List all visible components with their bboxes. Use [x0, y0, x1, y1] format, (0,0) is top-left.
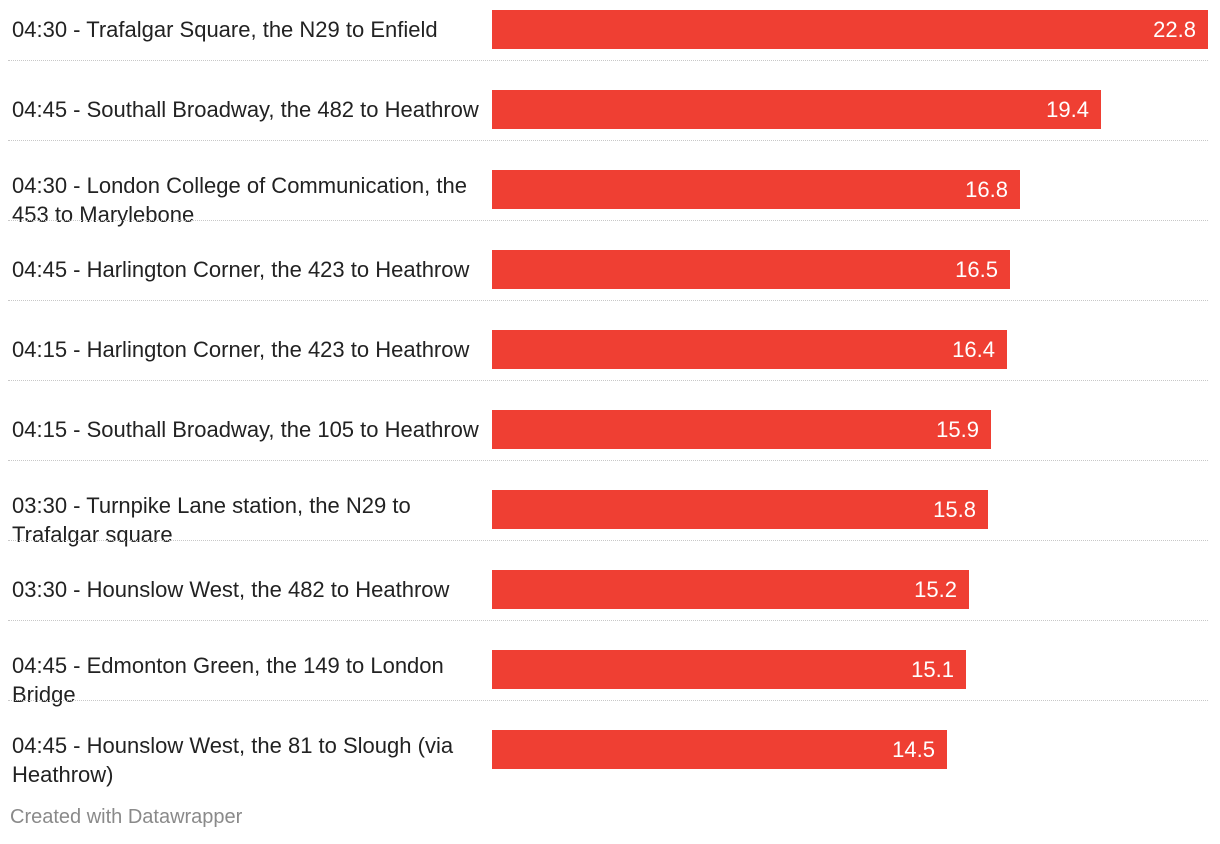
- bar: 14.5: [492, 730, 947, 769]
- bar-value-label: 16.8: [965, 177, 1008, 202]
- row-divider: [8, 60, 1208, 61]
- bar: 19.4: [492, 90, 1101, 129]
- datawrapper-credit: Created with Datawrapper: [10, 806, 243, 828]
- row-divider: [8, 620, 1208, 621]
- bar-value-label: 22.8: [1153, 17, 1196, 42]
- chart-row: 04:15 - Harlington Corner, the 423 to He…: [0, 330, 1208, 410]
- bar: 16.4: [492, 330, 1007, 369]
- category-label: 04:45 - Southall Broadway, the 482 to He…: [12, 97, 479, 122]
- bar: 15.8: [492, 490, 988, 529]
- bar: 16.8: [492, 170, 1020, 209]
- bar-value-label: 15.9: [936, 417, 979, 442]
- category-label: 04:30 - London College of Communication,…: [12, 173, 467, 227]
- bar-chart: 04:30 - Trafalgar Square, the N29 to Enf…: [0, 10, 1208, 787]
- row-divider: [8, 460, 1208, 461]
- bar-value-label: 16.4: [952, 337, 995, 362]
- category-label: 03:30 - Turnpike Lane station, the N29 t…: [12, 493, 411, 547]
- bar-value-label: 16.5: [955, 257, 998, 282]
- bar-value-label: 15.2: [914, 577, 957, 602]
- category-label: 04:45 - Edmonton Green, the 149 to Londo…: [12, 653, 444, 707]
- category-label: 04:45 - Harlington Corner, the 423 to He…: [12, 257, 470, 282]
- bar-value-label: 15.8: [933, 497, 976, 522]
- chart-row: 04:30 - London College of Communication,…: [0, 170, 1208, 250]
- chart-row: 04:30 - Trafalgar Square, the N29 to Enf…: [0, 10, 1208, 90]
- chart-row: 03:30 - Hounslow West, the 482 to Heathr…: [0, 570, 1208, 650]
- chart-row: 04:45 - Hounslow West, the 81 to Slough …: [0, 730, 1208, 810]
- bar: 16.5: [492, 250, 1010, 289]
- bar: 15.1: [492, 650, 966, 689]
- row-divider: [8, 380, 1208, 381]
- chart-row: 04:45 - Southall Broadway, the 482 to He…: [0, 90, 1208, 170]
- bar: 15.9: [492, 410, 991, 449]
- row-divider: [8, 540, 1208, 541]
- bar-value-label: 15.1: [911, 657, 954, 682]
- bar-value-label: 19.4: [1046, 97, 1089, 122]
- row-divider: [8, 220, 1208, 221]
- row-divider: [8, 300, 1208, 301]
- bar-value-label: 14.5: [892, 737, 935, 762]
- row-divider: [8, 700, 1208, 701]
- row-divider: [8, 140, 1208, 141]
- category-label: 04:30 - Trafalgar Square, the N29 to Enf…: [12, 17, 438, 42]
- chart-row: 04:45 - Harlington Corner, the 423 to He…: [0, 250, 1208, 330]
- category-label: 03:30 - Hounslow West, the 482 to Heathr…: [12, 577, 450, 602]
- chart-row: 03:30 - Turnpike Lane station, the N29 t…: [0, 490, 1208, 570]
- bar: 15.2: [492, 570, 969, 609]
- category-label: 04:45 - Hounslow West, the 81 to Slough …: [12, 733, 454, 787]
- bar: 22.8: [492, 10, 1208, 49]
- category-label: 04:15 - Southall Broadway, the 105 to He…: [12, 417, 479, 442]
- chart-row: 04:15 - Southall Broadway, the 105 to He…: [0, 410, 1208, 490]
- chart-row: 04:45 - Edmonton Green, the 149 to Londo…: [0, 650, 1208, 730]
- category-label: 04:15 - Harlington Corner, the 423 to He…: [12, 337, 470, 362]
